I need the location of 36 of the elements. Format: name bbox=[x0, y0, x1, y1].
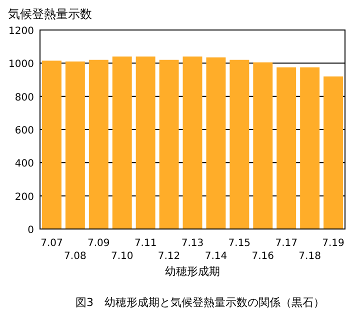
bar bbox=[206, 57, 226, 229]
x-tick-label: 7.11 bbox=[134, 238, 157, 249]
bar bbox=[230, 60, 250, 229]
x-tick-label: 7.15 bbox=[228, 238, 251, 249]
y-tick-label: 0 bbox=[28, 225, 34, 236]
x-tick-label: 7.08 bbox=[64, 251, 86, 262]
x-axis-title: 幼穂形成期 bbox=[165, 265, 220, 278]
x-tick-label: 7.09 bbox=[88, 238, 110, 249]
bar bbox=[65, 62, 85, 229]
x-tick-label: 7.17 bbox=[275, 238, 298, 249]
y-axis-title: 気候登熱量示数 bbox=[8, 7, 92, 21]
y-tick-label: 1000 bbox=[8, 59, 34, 70]
x-tick-label: 7.13 bbox=[181, 238, 204, 249]
bar bbox=[276, 67, 296, 229]
bar bbox=[300, 67, 320, 229]
x-tick-label: 7.18 bbox=[298, 251, 321, 262]
x-tick-label: 7.10 bbox=[110, 251, 134, 262]
caption: 図3 幼穂形成期と気候登熱量示数の関係（黒石） bbox=[76, 296, 324, 309]
bar bbox=[253, 62, 273, 229]
y-tick-label: 400 bbox=[14, 158, 34, 170]
bar bbox=[42, 60, 62, 229]
bar bbox=[88, 60, 108, 229]
bar bbox=[136, 56, 156, 229]
y-tick-label: 1200 bbox=[8, 26, 34, 37]
x-tick-label: 7.19 bbox=[322, 238, 344, 249]
bar bbox=[182, 56, 202, 229]
x-tick-label: 7.07 bbox=[40, 238, 63, 249]
x-tick-label: 7.14 bbox=[204, 251, 228, 262]
bar bbox=[112, 56, 132, 229]
y-tick-label: 800 bbox=[14, 92, 34, 104]
x-tick-label: 7.16 bbox=[252, 251, 274, 262]
bar bbox=[324, 76, 343, 229]
x-tick-label: 7.12 bbox=[158, 251, 180, 262]
bar bbox=[159, 60, 179, 229]
y-tick-label: 600 bbox=[14, 126, 34, 136]
y-tick-label: 200 bbox=[14, 192, 34, 203]
